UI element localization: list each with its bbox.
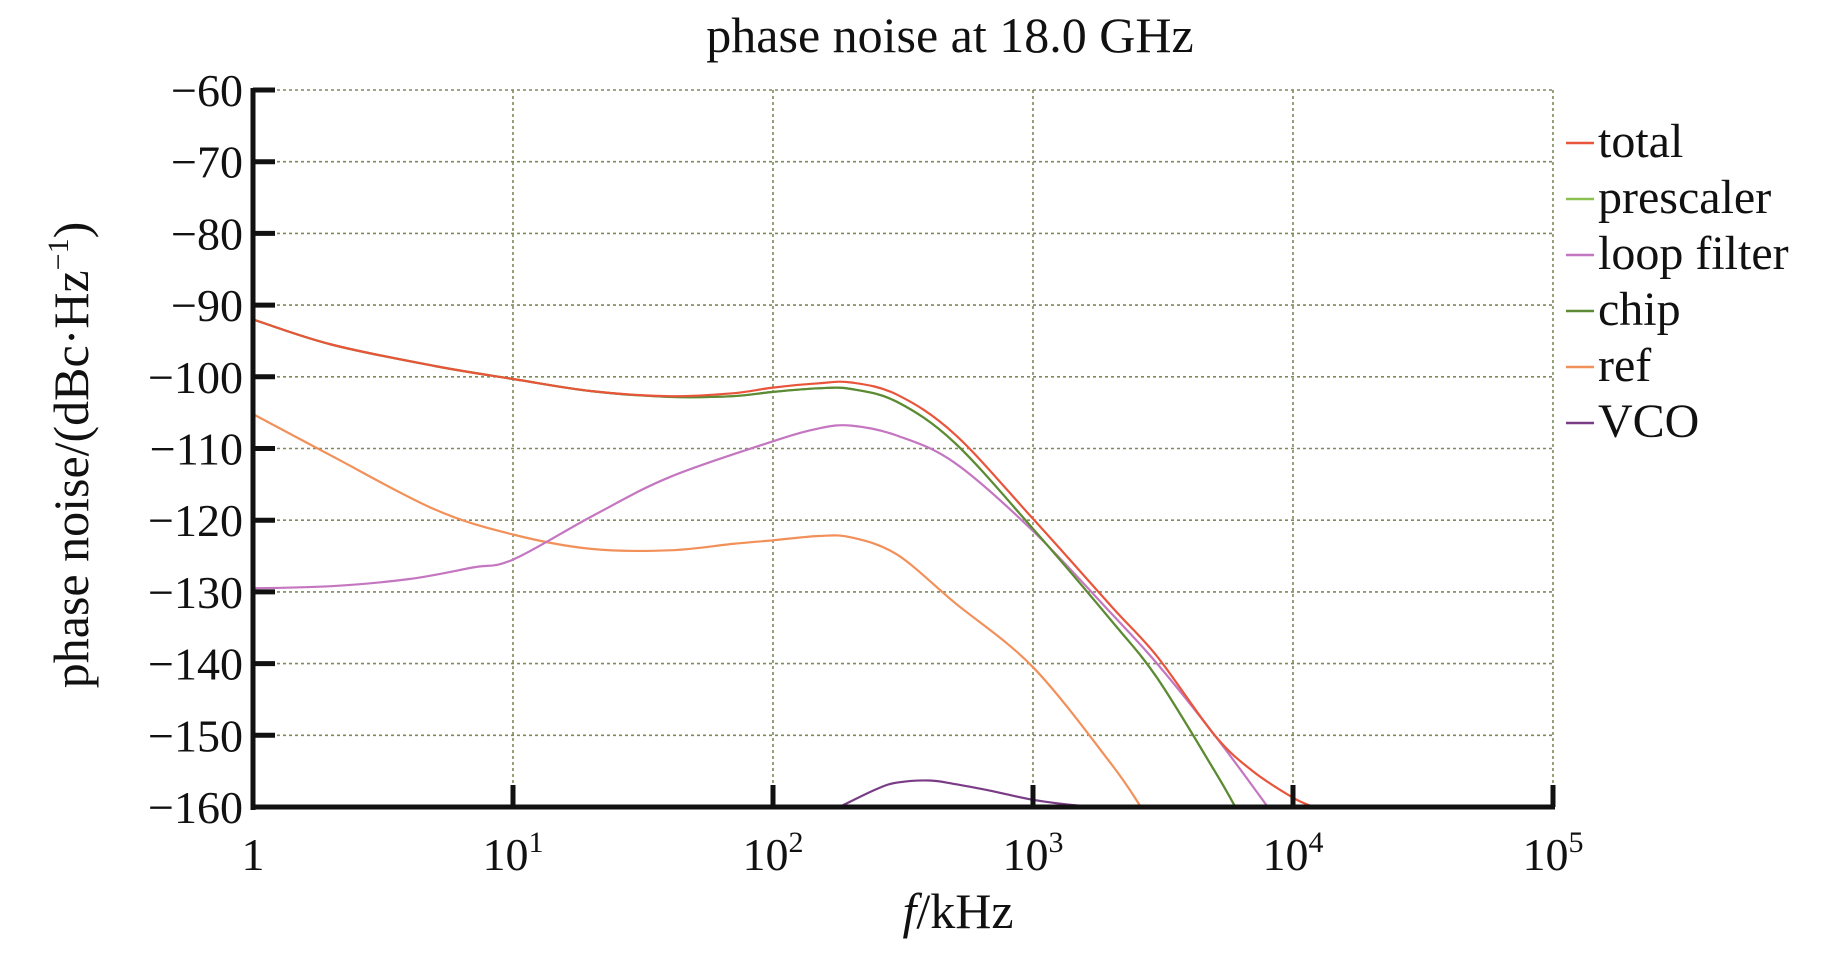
grid-lines [253, 89, 1554, 807]
legend-item-chip: chip [1566, 283, 1681, 336]
y-axis-label: phase noise/(dBc·Hz−1) [42, 222, 99, 689]
y-tick-labels: −60 −70 −80 −90 −100 −110 −120 −130 −140 −150 −160 [148, 65, 243, 833]
legend-item-prescaler: prescaler [1566, 171, 1771, 224]
series-line-loop-filter [253, 424, 1269, 807]
series-line-ref [253, 413, 1142, 807]
series-line-total [253, 318, 1315, 807]
x-tick-labels: 1 101 102 103 104 105 [242, 826, 1584, 880]
y-tick-label: −60 [171, 65, 243, 116]
y-tick-label: −150 [148, 710, 243, 761]
y-tick-label: −140 [148, 639, 243, 690]
x-tick-label: 102 [743, 826, 804, 880]
y-tick-label: −130 [148, 567, 243, 618]
series-lines [253, 318, 1315, 807]
y-tick-label: −100 [148, 352, 243, 403]
legend-label: loop filter [1598, 227, 1789, 280]
legend-label: total [1598, 115, 1683, 168]
axes [250, 87, 1556, 810]
x-tick-label: 105 [1523, 826, 1584, 880]
chart-title: phase noise at 18.0 GHz [706, 7, 1193, 63]
y-axis-label-sup: −1 [42, 238, 75, 270]
y-tick-label: −110 [150, 424, 243, 475]
legend-item-ref: ref [1566, 339, 1651, 392]
x-axis-label-rest: /kHz [916, 883, 1013, 939]
legend-label: chip [1598, 283, 1681, 336]
legend-item-loop-filter: loop filter [1566, 227, 1789, 280]
y-axis-label-main: phase noise/(dBc·Hz [43, 270, 99, 688]
x-tick-label: 101 [483, 826, 544, 880]
y-tick-label: −80 [171, 208, 243, 259]
y-axis-label-close: ) [43, 222, 99, 239]
y-tick-label: −120 [148, 495, 243, 546]
legend-label: VCO [1598, 395, 1699, 448]
y-tick-label: −160 [148, 782, 243, 833]
series-line-VCO [838, 779, 1112, 807]
x-tick-label: 103 [1003, 826, 1064, 880]
x-tick-label: 104 [1263, 826, 1324, 880]
y-tick-label: −90 [171, 280, 243, 331]
legend-item-VCO: VCO [1566, 395, 1699, 448]
x-axis-label: f/kHz [902, 883, 1013, 939]
legend-label: ref [1598, 339, 1651, 392]
legend-item-total: total [1566, 115, 1683, 168]
y-tick-label: −70 [171, 137, 243, 188]
x-tick-label: 1 [242, 829, 265, 880]
legend-label: prescaler [1598, 171, 1771, 224]
